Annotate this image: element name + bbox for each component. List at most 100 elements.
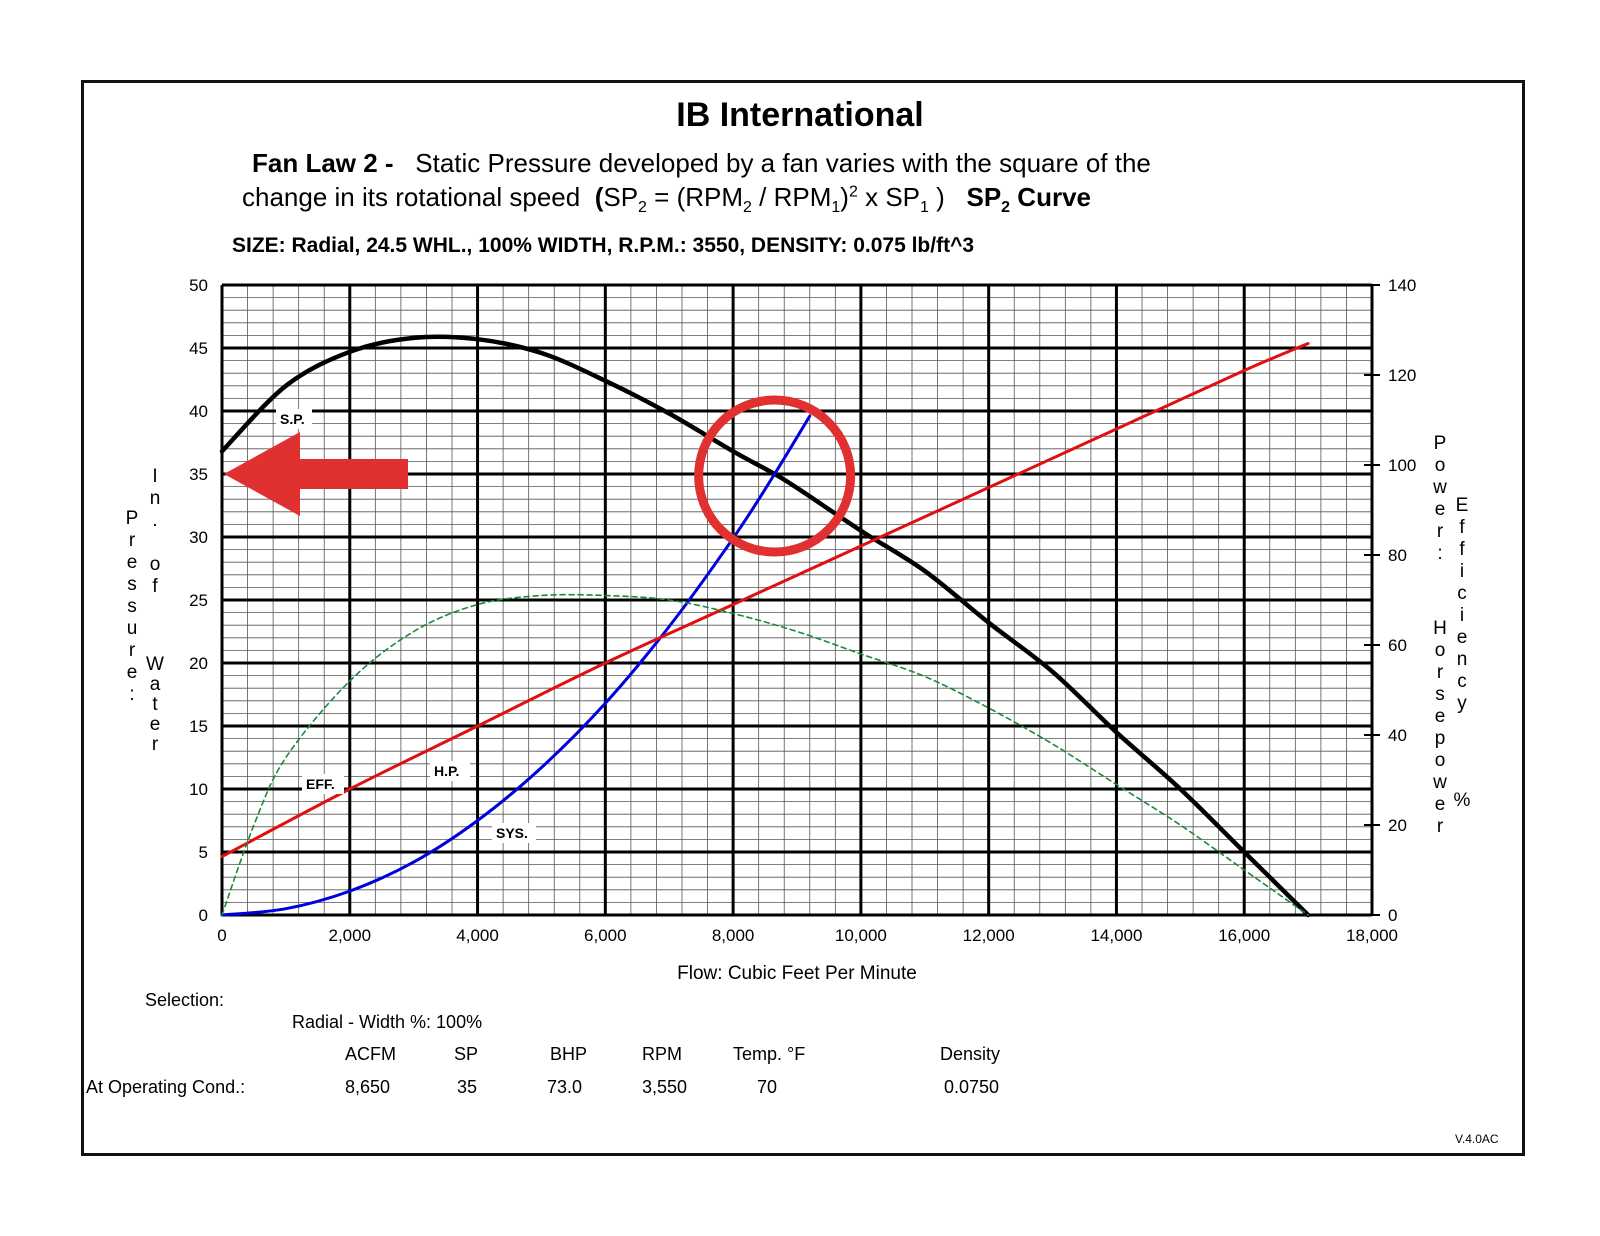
y-tick-label-right: 80: [1388, 546, 1407, 565]
size-line: SIZE: Radial, 24.5 WHL., 100% WIDTH, R.P…: [232, 234, 975, 257]
x-tick-label: 16,000: [1218, 926, 1270, 945]
y-axis-label-right-part3: f: [1459, 517, 1465, 538]
y-tick-label-left: 20: [189, 654, 208, 673]
y-tick-label-left: 10: [189, 780, 208, 799]
col-acfm: ACFM: [345, 1044, 396, 1064]
fan-law-label: Fan Law 2 -: [252, 148, 394, 178]
curve-label-rest: Curve: [1010, 182, 1091, 212]
series-label: H.P.: [434, 763, 459, 779]
series-label: SYS.: [496, 825, 528, 841]
y-tick-label-left: 50: [189, 276, 208, 295]
y-axis-label-left-part3: e: [150, 714, 161, 735]
y-axis-label-left-part1: r: [129, 530, 136, 551]
selection-desc: Radial - Width %: 100%: [292, 1012, 483, 1032]
formula-open: (: [594, 182, 604, 212]
y-tick-label-left: 40: [189, 402, 208, 421]
y-axis-label-left-part1: :: [129, 684, 134, 705]
y-axis-label-right-part1: P: [1434, 433, 1447, 454]
x-tick-label: 10,000: [835, 926, 887, 945]
y-axis-label-right-percent: %: [1454, 790, 1471, 811]
fan-law-text-2: change in its rotational speed: [242, 182, 581, 212]
y-axis-label-left-part1: P: [126, 508, 139, 529]
y-axis-label-right-part2: r: [1437, 816, 1444, 837]
y-axis-label-right-part2: e: [1435, 794, 1446, 815]
series-label-bg: [430, 761, 470, 781]
y-tick-label-left: 35: [189, 465, 208, 484]
x-tick-label: 4,000: [456, 926, 499, 945]
grid: [220, 283, 1374, 917]
y-axis-label-left-part1: e: [127, 662, 138, 683]
val-density: 0.0750: [944, 1077, 1000, 1097]
fan-law-formula-line: change in its rotational speed (SP2 = (R…: [242, 182, 1091, 217]
annotation-circle: [694, 395, 856, 557]
formula-sub2: 2: [638, 199, 647, 217]
formula-x-sp: x SP: [857, 182, 921, 212]
y-axis-label-right-part2: o: [1435, 750, 1446, 771]
formula-rpm1-sub: 1: [831, 199, 841, 217]
col-density: Density: [940, 1044, 1001, 1064]
y-axis-label-left-part2: I: [152, 466, 157, 487]
col-temp: Temp. °F: [733, 1044, 806, 1064]
y-axis-label-right-part2: o: [1435, 640, 1446, 661]
curve-label: SP2 Curve: [966, 182, 1091, 216]
val-sp: 35: [457, 1077, 478, 1097]
series-label-bg: [276, 409, 312, 429]
annotation-arrow: [224, 432, 408, 516]
y-axis-label-right-part1: o: [1435, 455, 1446, 476]
val-rpm: 3,550: [642, 1077, 688, 1097]
x-tick-label: 8,000: [712, 926, 755, 945]
y-tick-label-left: 30: [189, 528, 208, 547]
y-axis-label-left-part3: r: [152, 734, 159, 755]
y-axis-label-left-part3: W: [146, 654, 164, 675]
x-axis-label: Flow: Cubic Feet Per Minute: [677, 963, 917, 984]
y-axis-label-right-part3: E: [1456, 495, 1469, 516]
x-tick-label: 12,000: [963, 926, 1015, 945]
formula-sp2: SP: [603, 182, 639, 212]
y-axis-label-right-part3: i: [1460, 561, 1464, 582]
formula-sup2: 2: [848, 183, 858, 201]
y-tick-label-left: 45: [189, 339, 208, 358]
y-axis-label-right-part1: e: [1435, 499, 1446, 520]
fan-law-description: Fan Law 2 - Static Pressure developed by…: [252, 148, 1151, 179]
y-axis-label-left-part1: s: [127, 574, 137, 595]
y-axis-label-right-part2: r: [1437, 662, 1444, 683]
y-axis-label-right-part3: f: [1459, 539, 1465, 560]
y-axis-label-right-part3: i: [1460, 605, 1464, 626]
y-axis-label-left-part1: r: [129, 640, 136, 661]
col-sp: SP: [454, 1044, 479, 1064]
x-tick-label: 6,000: [584, 926, 627, 945]
y-axis-label-left-part2: o: [150, 554, 161, 575]
series-label-bg: [302, 774, 344, 794]
series-label-bg: [492, 823, 536, 843]
version-label: V.4.0AC: [1455, 1132, 1499, 1146]
formula-sq: ): [840, 182, 849, 212]
curve-label-sub: 2: [1001, 199, 1011, 217]
y-tick-label-right: 20: [1388, 816, 1407, 835]
y-axis-label-left-part1: s: [127, 596, 137, 617]
col-bhp: BHP: [550, 1044, 588, 1064]
series-line-eff: [221, 593, 1309, 916]
y-axis-label-right-part3: c: [1457, 671, 1467, 692]
chart-frame: [81, 80, 1525, 1156]
y-tick-label-left: 5: [199, 843, 208, 862]
y-tick-label-left: 0: [199, 906, 208, 925]
y-tick-label-left: 15: [189, 717, 208, 736]
x-tick-label: 0: [217, 926, 226, 945]
y-tick-label-right: 60: [1388, 636, 1407, 655]
x-tick-label: 14,000: [1090, 926, 1142, 945]
y-axis-label-left-part2: n: [150, 488, 161, 509]
series-label: S.P.: [280, 411, 305, 427]
series-line-sp: [219, 334, 1311, 918]
y-tick-label-right: 40: [1388, 726, 1407, 745]
y-axis-label-left-part2: .: [152, 510, 157, 531]
y-axis-label-left-part2: f: [152, 576, 158, 597]
y-tick-label-left: 25: [189, 591, 208, 610]
y-axis-label-right-part3: e: [1457, 627, 1468, 648]
formula-close: ): [928, 182, 945, 212]
series-label: EFF.: [306, 776, 335, 792]
y-axis-label-left-part3: t: [152, 694, 158, 715]
y-axis-label-right-part3: y: [1457, 693, 1467, 714]
row-label: At Operating Cond.:: [86, 1077, 246, 1097]
y-axis-label-left-part1: u: [127, 618, 138, 639]
